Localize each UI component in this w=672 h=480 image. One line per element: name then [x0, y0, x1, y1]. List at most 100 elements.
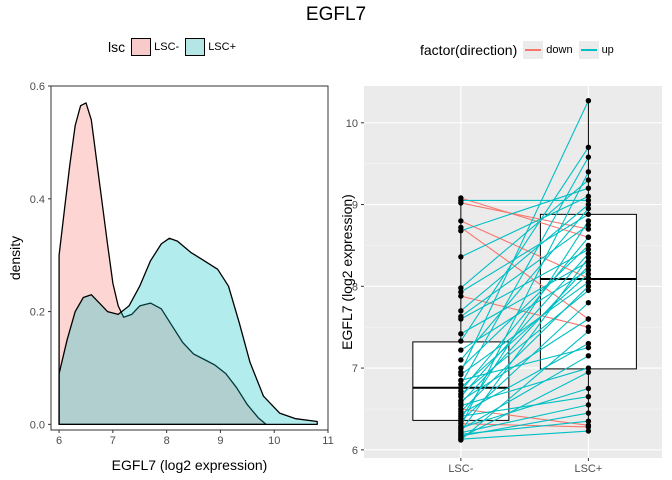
point-lsc-plus [585, 275, 592, 281]
point-lsc-plus [585, 393, 592, 400]
point-lsc-plus [585, 410, 592, 416]
pair-line-down [460, 423, 589, 428]
point-lsc-plus [585, 324, 592, 330]
boxplot-y-tick-label: 10 [346, 118, 358, 130]
legend-item-down: down [523, 41, 573, 59]
pair-line-up [460, 147, 589, 342]
direction-legend: factor(direction) down up [420, 41, 620, 59]
point-lsc-plus [585, 344, 592, 351]
point-lsc-plus [585, 246, 592, 253]
point-lsc-plus [585, 242, 592, 249]
density-x-tick-label: 7 [110, 435, 116, 447]
point-lsc-plus [585, 169, 592, 175]
density-area-lscminus [58, 102, 267, 426]
point-lsc-plus [585, 271, 592, 277]
point-lsc-plus [585, 259, 592, 265]
point-lsc-minus [458, 331, 464, 337]
point-lsc-plus [585, 428, 592, 434]
point-lsc-plus [585, 201, 592, 208]
density-x-tick-label: 11 [322, 435, 333, 447]
point-lsc-minus [458, 285, 464, 291]
point-lsc-plus [585, 218, 592, 224]
point-lsc-plus [585, 340, 592, 347]
point-lsc-minus [458, 200, 464, 206]
legend-label-down: down [546, 44, 573, 56]
point-lsc-minus [458, 338, 464, 344]
density-x-tick-label: 8 [164, 435, 170, 447]
density-panel-border [50, 85, 329, 431]
legend-item-lsc-plus: LSC+ [185, 38, 236, 56]
pair-line-up [460, 269, 589, 351]
legend-swatch-up [578, 41, 599, 59]
point-lsc-plus [585, 316, 592, 322]
point-lsc-minus [458, 393, 464, 400]
boxplot-y-tick-label: 6 [352, 445, 358, 457]
boxplot-x-tick-label: LSC+ [574, 463, 602, 475]
legend-swatch-down [523, 41, 544, 59]
pair-line-up [460, 171, 589, 427]
point-lsc-plus [585, 418, 592, 424]
point-lsc-plus [585, 385, 592, 392]
pair-line-up [460, 208, 589, 361]
point-lsc-plus [585, 98, 592, 104]
legend-line-down [525, 49, 542, 51]
point-lsc-plus [585, 369, 592, 375]
pair-line-up [460, 236, 589, 392]
boxplot-y-tick-label: 7 [352, 363, 358, 375]
pair-line-up [460, 273, 589, 389]
point-lsc-plus [585, 197, 592, 204]
density-y-axis-label: density [7, 236, 23, 280]
density-legend-title: lsc [108, 39, 126, 55]
pair-line-down [460, 220, 589, 279]
pair-line-up [460, 404, 589, 434]
point-lsc-plus [585, 424, 592, 430]
pair-line-up [460, 371, 589, 439]
pair-line-up [460, 253, 589, 398]
point-lsc-plus [585, 222, 592, 228]
pair-line-up [460, 265, 589, 404]
point-lsc-plus [585, 177, 592, 183]
point-lsc-plus [585, 287, 592, 294]
density-x-tick-label: 9 [217, 435, 223, 447]
density-x-axis-label: EGFL7 (log2 expression) [112, 457, 268, 473]
density-x-tick-label: 6 [56, 435, 62, 447]
pair-line-up [460, 257, 589, 432]
pair-line-up [460, 367, 589, 407]
legend-line-up [580, 49, 597, 51]
point-lsc-minus [458, 377, 464, 384]
legend-swatch-lsc-plus [185, 38, 206, 56]
pair-line-up [460, 100, 589, 373]
density-legend: lsc LSC- LSC+ [108, 38, 242, 56]
pair-line-up [460, 195, 589, 258]
point-lsc-plus [585, 185, 592, 191]
point-lsc-minus [458, 437, 464, 443]
point-lsc-plus [585, 299, 592, 306]
boxplot-y-axis-label: EGFL7 (log2 expression) [339, 194, 355, 350]
direction-legend-title: factor(direction) [420, 42, 518, 58]
point-lsc-minus [458, 371, 464, 378]
legend-swatch-lsc-minus [131, 38, 152, 56]
boxplot-x-tick-label: LSC- [448, 463, 473, 475]
point-lsc-minus [458, 308, 464, 314]
point-lsc-plus [585, 205, 592, 212]
pair-line-up [460, 285, 589, 412]
pair-line-up [460, 220, 589, 420]
pair-line-up [460, 156, 589, 385]
pair-line-up [460, 412, 589, 437]
point-lsc-minus [458, 289, 464, 295]
point-lsc-minus [458, 254, 464, 260]
legend-label-lsc-minus: LSC- [154, 41, 180, 53]
point-lsc-plus [585, 254, 592, 261]
chart-title: EGFL7 [305, 4, 367, 25]
point-lsc-minus [458, 218, 464, 224]
point-lsc-plus [585, 193, 592, 200]
point-lsc-minus [458, 316, 464, 322]
pair-line-up [460, 330, 589, 441]
point-lsc-plus [585, 226, 592, 232]
point-lsc-minus [458, 228, 464, 234]
point-lsc-plus [585, 365, 592, 371]
legend-label-up: up [601, 44, 614, 56]
pair-line-up [460, 318, 589, 402]
boxplot-y-tick-label: 9 [352, 200, 358, 212]
